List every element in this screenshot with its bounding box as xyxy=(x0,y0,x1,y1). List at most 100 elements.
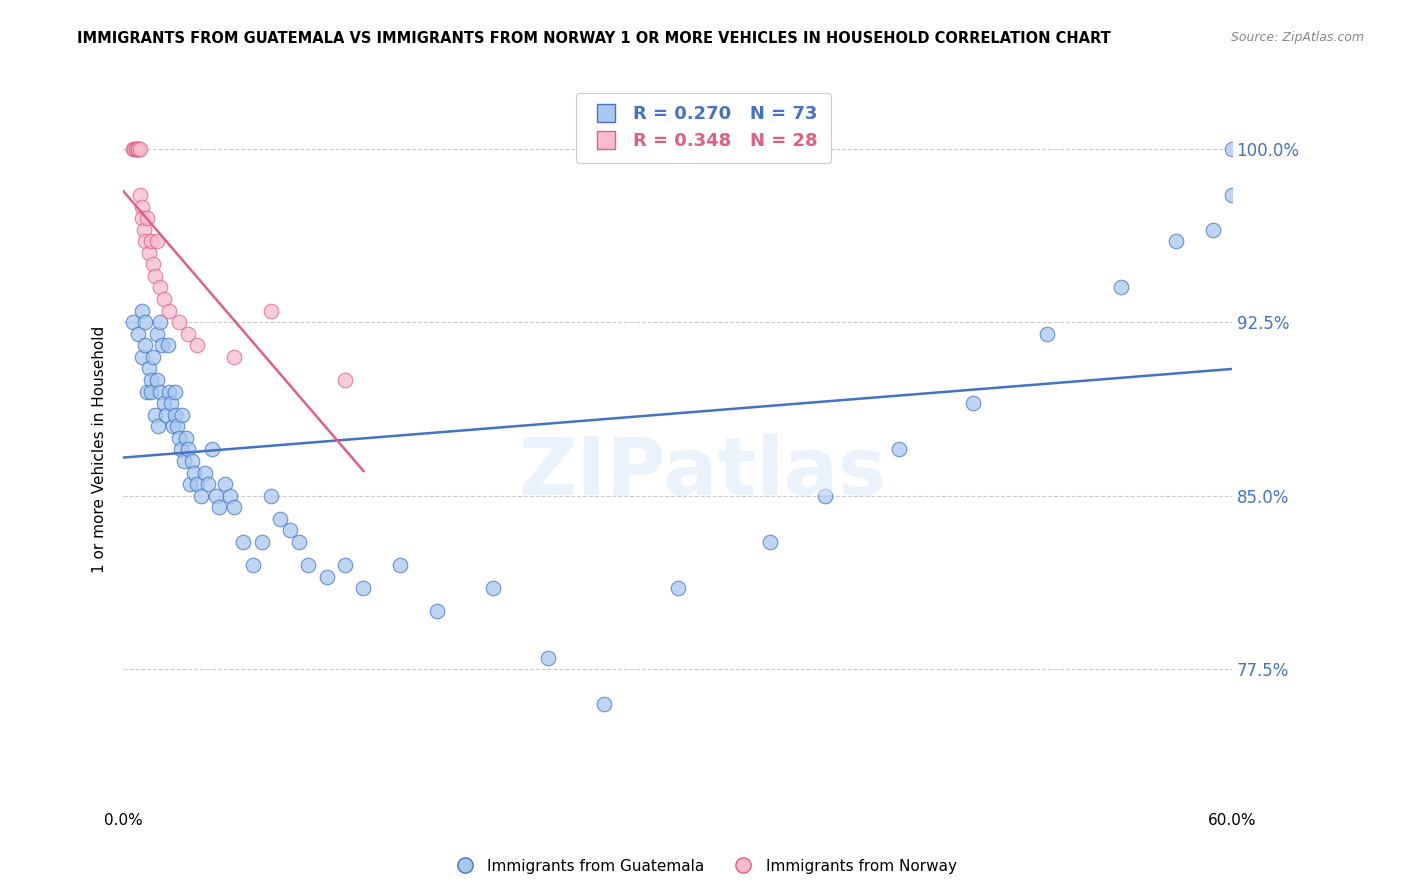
Point xyxy=(166,419,188,434)
Point xyxy=(127,142,149,156)
Point xyxy=(153,292,176,306)
Point xyxy=(129,188,152,202)
Point xyxy=(153,396,176,410)
Point xyxy=(173,454,195,468)
Point xyxy=(143,408,166,422)
Legend: Immigrants from Guatemala, Immigrants from Norway: Immigrants from Guatemala, Immigrants fr… xyxy=(443,853,963,880)
Point xyxy=(889,442,911,457)
Point xyxy=(177,326,200,341)
Point xyxy=(197,477,219,491)
Point xyxy=(136,211,159,225)
Point xyxy=(134,315,156,329)
Point xyxy=(204,489,226,503)
Point xyxy=(145,373,167,387)
Point xyxy=(389,558,412,573)
Text: Source: ZipAtlas.com: Source: ZipAtlas.com xyxy=(1230,31,1364,45)
Point xyxy=(190,489,212,503)
Point xyxy=(666,581,689,595)
Point xyxy=(167,431,190,445)
Point xyxy=(149,315,172,329)
Point xyxy=(180,454,202,468)
Point xyxy=(592,697,614,711)
Point xyxy=(214,477,236,491)
Point xyxy=(129,142,152,156)
Point xyxy=(186,338,208,352)
Point xyxy=(155,408,177,422)
Point xyxy=(814,489,837,503)
Point xyxy=(134,234,156,248)
Point xyxy=(333,558,356,573)
Point xyxy=(177,442,200,457)
Point xyxy=(288,535,311,549)
Point xyxy=(159,384,181,399)
Text: IMMIGRANTS FROM GUATEMALA VS IMMIGRANTS FROM NORWAY 1 OR MORE VEHICLES IN HOUSEH: IMMIGRANTS FROM GUATEMALA VS IMMIGRANTS … xyxy=(77,31,1111,46)
Point xyxy=(121,315,143,329)
Point xyxy=(183,466,205,480)
Point xyxy=(148,419,170,434)
Point xyxy=(167,315,190,329)
Point xyxy=(353,581,375,595)
Point xyxy=(132,222,155,236)
Point xyxy=(224,500,246,515)
Point xyxy=(125,142,148,156)
Point xyxy=(1109,280,1132,294)
Y-axis label: 1 or more Vehicles in Household: 1 or more Vehicles in Household xyxy=(93,326,107,573)
Point xyxy=(260,303,283,318)
Point xyxy=(138,245,160,260)
Point xyxy=(269,512,291,526)
Point xyxy=(131,303,153,318)
Point xyxy=(163,384,186,399)
Point xyxy=(150,338,173,352)
Point xyxy=(156,338,179,352)
Point xyxy=(208,500,231,515)
Point xyxy=(315,570,337,584)
Point xyxy=(250,535,273,549)
Point xyxy=(297,558,319,573)
Point xyxy=(125,142,148,156)
Point xyxy=(159,303,181,318)
Point xyxy=(138,361,160,376)
Point xyxy=(278,524,301,538)
Point xyxy=(160,396,183,410)
Point xyxy=(179,477,201,491)
Point xyxy=(1202,222,1225,236)
Point xyxy=(186,477,208,491)
Point xyxy=(333,373,356,387)
Legend: R = 0.270   N = 73, R = 0.348   N = 28: R = 0.270 N = 73, R = 0.348 N = 28 xyxy=(575,93,831,163)
Point xyxy=(1166,234,1188,248)
Point xyxy=(124,142,146,156)
Point xyxy=(224,350,246,364)
Point xyxy=(131,200,153,214)
Point xyxy=(169,442,191,457)
Point xyxy=(131,211,153,225)
Point xyxy=(759,535,782,549)
Point xyxy=(142,350,165,364)
Point xyxy=(121,142,143,156)
Text: ZIPatlas: ZIPatlas xyxy=(519,434,887,512)
Point xyxy=(537,650,560,665)
Point xyxy=(145,234,167,248)
Point xyxy=(481,581,503,595)
Point xyxy=(149,384,172,399)
Point xyxy=(201,442,224,457)
Point xyxy=(260,489,283,503)
Point xyxy=(194,466,217,480)
Point xyxy=(127,326,149,341)
Point xyxy=(134,338,156,352)
Point xyxy=(1220,142,1243,156)
Point xyxy=(962,396,984,410)
Point xyxy=(172,408,194,422)
Point xyxy=(127,142,149,156)
Point xyxy=(219,489,242,503)
Point xyxy=(142,257,165,271)
Point xyxy=(149,280,172,294)
Point xyxy=(145,326,167,341)
Point xyxy=(139,384,162,399)
Point xyxy=(174,431,197,445)
Point xyxy=(242,558,264,573)
Point xyxy=(139,234,162,248)
Point xyxy=(426,604,449,618)
Point xyxy=(1036,326,1059,341)
Point xyxy=(162,419,184,434)
Point xyxy=(131,350,153,364)
